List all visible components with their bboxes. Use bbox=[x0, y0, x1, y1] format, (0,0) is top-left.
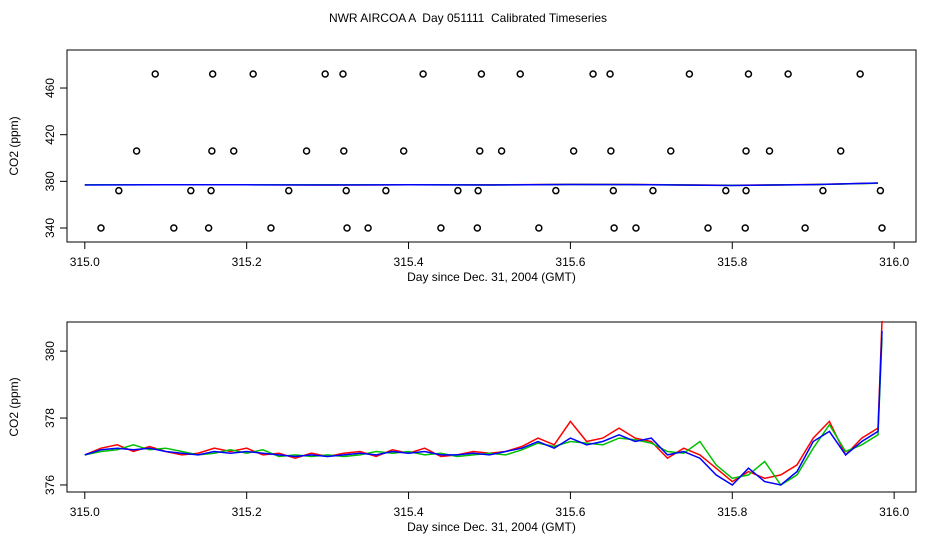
point bbox=[342, 186, 350, 195]
point bbox=[187, 186, 195, 195]
x-tick-label: 315.0 bbox=[70, 255, 100, 269]
x-tick-label: 315.0 bbox=[70, 505, 100, 519]
point bbox=[609, 186, 618, 195]
point bbox=[516, 70, 524, 78]
point bbox=[589, 70, 597, 78]
point bbox=[742, 147, 750, 155]
point bbox=[836, 147, 845, 155]
point bbox=[477, 70, 486, 78]
series-line bbox=[84, 337, 883, 487]
point bbox=[339, 70, 347, 78]
point bbox=[151, 70, 159, 78]
point bbox=[454, 186, 462, 195]
point bbox=[685, 70, 694, 78]
point bbox=[132, 147, 141, 155]
y-axis-label: CO2 (ppm) bbox=[7, 116, 21, 175]
point bbox=[473, 224, 482, 232]
point bbox=[649, 186, 657, 195]
point bbox=[856, 70, 864, 78]
x-tick-label: 315.6 bbox=[555, 255, 585, 269]
x-tick-label: 315.6 bbox=[555, 505, 585, 519]
point bbox=[878, 224, 886, 232]
point bbox=[437, 224, 445, 232]
point bbox=[722, 186, 730, 195]
x-axis-label: Day since Dec. 31, 2004 (GMT) bbox=[407, 520, 576, 534]
y-axis-label: CO2 (ppm) bbox=[7, 377, 21, 436]
x-tick-label: 315.2 bbox=[232, 505, 262, 519]
point bbox=[610, 224, 618, 232]
point bbox=[170, 224, 178, 232]
series-line bbox=[84, 320, 883, 483]
point bbox=[115, 186, 123, 195]
point bbox=[742, 186, 750, 195]
point bbox=[765, 147, 774, 155]
point bbox=[569, 147, 578, 155]
y-tick-label: 460 bbox=[43, 78, 57, 98]
point bbox=[607, 147, 615, 155]
chart-title: NWR AIRCOA A Day 051111 Calibrated Times… bbox=[329, 11, 607, 25]
point bbox=[784, 70, 792, 78]
point bbox=[208, 70, 217, 78]
point bbox=[535, 224, 543, 232]
series-line bbox=[84, 330, 883, 486]
point bbox=[419, 70, 427, 78]
point bbox=[364, 224, 372, 232]
point bbox=[552, 186, 560, 195]
y-tick-label: 340 bbox=[43, 218, 57, 238]
point bbox=[744, 70, 753, 78]
point bbox=[267, 224, 275, 232]
point bbox=[741, 224, 749, 232]
point bbox=[819, 186, 827, 195]
x-axis-label: Day since Dec. 31, 2004 (GMT) bbox=[407, 270, 576, 284]
point bbox=[302, 147, 311, 155]
y-tick-label: 420 bbox=[43, 124, 57, 144]
point bbox=[704, 224, 712, 232]
point bbox=[476, 147, 484, 155]
point bbox=[249, 70, 257, 78]
point bbox=[801, 224, 809, 232]
point bbox=[321, 70, 329, 78]
x-tick-label: 316.0 bbox=[879, 255, 909, 269]
y-tick-label: 380 bbox=[43, 171, 57, 191]
point bbox=[285, 186, 293, 195]
point bbox=[204, 224, 213, 232]
point bbox=[343, 224, 351, 232]
x-tick-label: 316.0 bbox=[879, 505, 909, 519]
y-tick-label: 378 bbox=[43, 408, 57, 428]
point bbox=[497, 147, 506, 155]
point bbox=[399, 147, 408, 155]
point bbox=[340, 147, 348, 155]
point bbox=[606, 70, 614, 78]
point bbox=[229, 147, 238, 155]
point bbox=[474, 186, 482, 195]
point bbox=[382, 186, 390, 195]
point bbox=[876, 186, 885, 195]
point bbox=[632, 224, 640, 232]
point bbox=[208, 147, 216, 155]
x-tick-label: 315.4 bbox=[394, 255, 424, 269]
series-line bbox=[84, 182, 879, 187]
y-tick-label: 380 bbox=[43, 341, 57, 361]
point bbox=[207, 186, 215, 195]
plot-frame bbox=[66, 49, 917, 243]
plot-frame bbox=[66, 321, 917, 493]
x-tick-label: 315.8 bbox=[717, 255, 747, 269]
x-tick-label: 315.2 bbox=[232, 255, 262, 269]
x-tick-label: 315.8 bbox=[717, 505, 747, 519]
point bbox=[97, 224, 105, 232]
y-tick-label: 376 bbox=[43, 475, 57, 495]
point bbox=[667, 147, 675, 155]
x-tick-label: 315.4 bbox=[394, 505, 424, 519]
